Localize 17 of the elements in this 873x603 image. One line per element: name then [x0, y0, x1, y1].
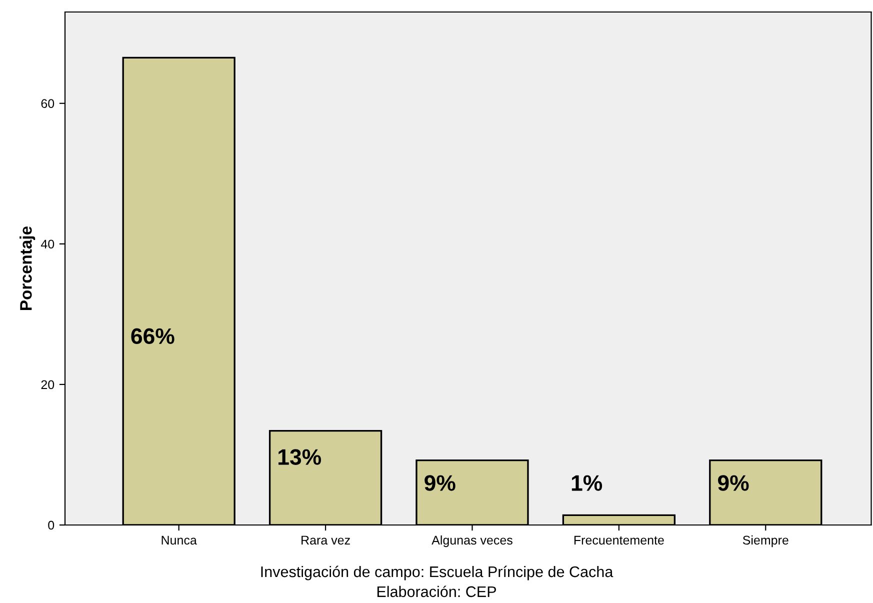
x-tick-label: Siempre: [742, 535, 788, 548]
y-axis-title: Porcentaje: [20, 226, 36, 310]
text: Investigación de campo: Escuela Príncipe de Cacha: [261, 566, 614, 580]
data-label: 13%: [278, 449, 322, 465]
y-tick-label: 20: [41, 380, 54, 390]
data-label: 66%: [131, 328, 174, 344]
x-tick-label: Algunas veces: [432, 535, 512, 548]
text: Elaboración: CEP: [377, 586, 496, 598]
data-label: 9%: [718, 475, 749, 491]
data-label: 1%: [572, 475, 602, 491]
x-tick-label: Frecuentemente: [574, 536, 664, 545]
x-tick-label: Nunca: [162, 536, 197, 545]
y-tick-label: 40: [40, 240, 54, 249]
data-label: 9%: [424, 475, 456, 491]
y-tick-label: 0: [48, 520, 54, 530]
y-tick-label: 60: [41, 99, 54, 108]
x-tick-label: Rara vez: [302, 536, 350, 545]
